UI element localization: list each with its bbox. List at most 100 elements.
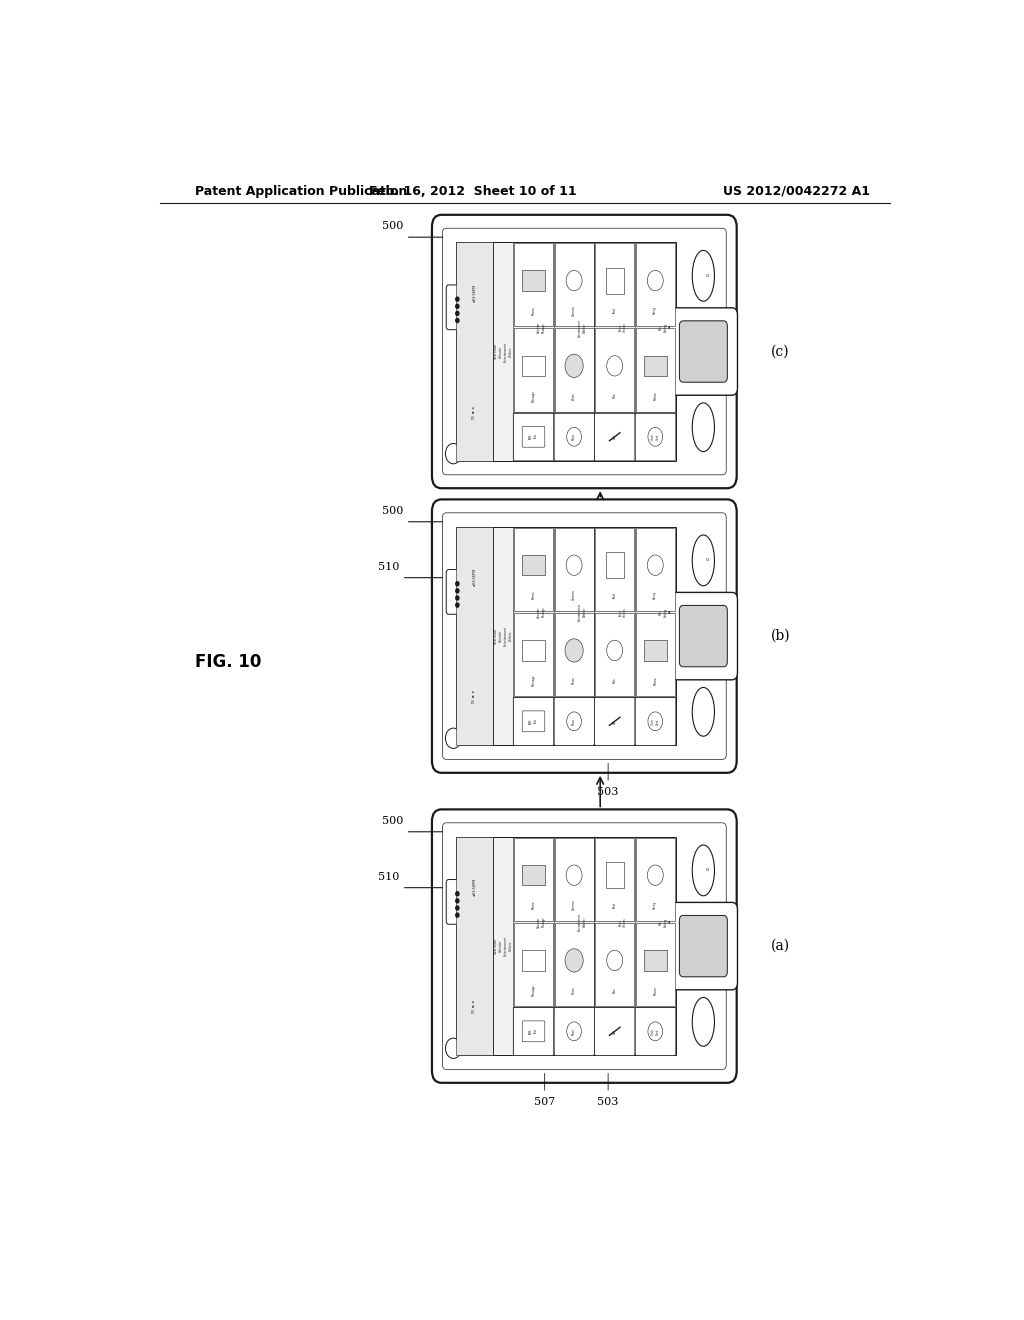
Bar [456,527,494,746]
Bar [636,612,675,696]
Circle shape [456,906,459,909]
Text: T.ill  ⊠  ⊙: T.ill ⊠ ⊙ [472,690,476,705]
FancyBboxPatch shape [554,697,594,746]
FancyBboxPatch shape [432,499,736,772]
Circle shape [566,711,582,731]
Text: SMS
Text: SMS Text [529,434,538,440]
Text: Msn
Setting: Msn Setting [659,607,668,616]
Bar [605,862,624,888]
Text: Setng: Setng [653,902,657,909]
Bar [456,837,676,1056]
Text: SMS
Text: SMS Text [529,718,538,725]
Circle shape [456,899,459,903]
Bar [636,838,675,921]
Bar [555,923,594,1006]
Text: Call: Call [612,1030,616,1034]
Text: Entertainment: Entertainment [504,342,508,362]
Text: iPod: iPod [612,593,616,598]
Text: (c): (c) [771,345,790,359]
Text: Call: Call [612,719,616,723]
Bar [522,355,545,376]
Text: Utilities: Utilities [509,631,513,642]
Bar [555,612,594,696]
Ellipse shape [692,688,715,737]
Text: 500: 500 [382,506,403,516]
Bar [522,865,545,886]
Circle shape [565,354,584,378]
Circle shape [456,892,459,896]
Text: Msn
Setting: Msn Setting [659,917,668,927]
Text: T.ill  ⊠  ⊙: T.ill ⊠ ⊙ [472,405,476,420]
Circle shape [566,1022,582,1040]
Bar [605,552,624,578]
Circle shape [648,711,663,731]
Text: 500: 500 [382,816,403,826]
Circle shape [565,949,584,972]
Text: Message: Message [531,675,536,686]
Circle shape [566,428,582,446]
Text: Setng: Setng [653,591,657,599]
Circle shape [647,271,664,290]
FancyBboxPatch shape [679,606,727,667]
Text: Photo
Utilities: Photo Utilities [618,917,627,927]
Text: Message: Message [531,985,536,997]
Bar [456,837,494,1056]
Text: T.ill  ⊠  ⊙: T.ill ⊠ ⊙ [472,1001,476,1014]
Text: Message: Message [531,389,536,401]
Bar [595,243,634,326]
Bar [456,243,676,461]
Circle shape [566,554,582,576]
Circle shape [647,865,664,886]
FancyBboxPatch shape [679,321,727,383]
Text: New Folder: New Folder [494,939,498,954]
Text: Camera: Camera [572,900,577,911]
Text: Call: Call [612,434,616,440]
Circle shape [456,589,459,593]
FancyBboxPatch shape [670,308,737,395]
FancyBboxPatch shape [432,215,736,488]
Circle shape [648,1022,663,1040]
Bar [522,271,545,290]
Text: Camera: Camera [572,305,577,315]
Ellipse shape [692,403,715,451]
Text: Utilities: Utilities [509,346,513,356]
Text: (b): (b) [771,630,791,643]
Circle shape [445,729,461,748]
Circle shape [607,640,623,660]
Text: 507: 507 [534,1097,555,1107]
FancyBboxPatch shape [446,569,468,614]
Text: iPod: iPod [612,902,616,908]
FancyBboxPatch shape [513,697,554,746]
FancyBboxPatch shape [522,426,545,447]
Text: FIG. 10: FIG. 10 [196,652,262,671]
Circle shape [456,582,459,586]
Text: Msn: Msn [612,393,616,399]
Bar [605,268,624,294]
Bar [514,329,553,412]
Circle shape [456,304,459,309]
FancyBboxPatch shape [554,413,594,461]
Text: Setng: Setng [653,306,657,314]
Text: Utilities: Utilities [509,941,513,952]
Text: O: O [706,558,709,562]
Text: Calender: Calender [499,630,503,643]
Text: Msn
Setting: Msn Setting [659,323,668,333]
Bar [595,612,634,696]
FancyBboxPatch shape [594,413,635,461]
Bar [514,838,553,921]
Circle shape [565,639,584,663]
Circle shape [456,318,459,322]
FancyBboxPatch shape [522,711,545,731]
FancyBboxPatch shape [513,413,554,461]
Text: ⊕03:56PM: ⊕03:56PM [472,284,476,301]
Bar [555,243,594,326]
FancyBboxPatch shape [522,1020,545,1041]
Circle shape [648,428,663,446]
Bar [595,838,634,921]
Bar [555,329,594,412]
Text: Memo: Memo [531,900,536,909]
Text: Entertainment
Weather: Entertainment Weather [578,318,587,337]
Circle shape [445,1038,461,1059]
Bar [595,923,634,1006]
Text: Memo: Memo [531,306,536,314]
